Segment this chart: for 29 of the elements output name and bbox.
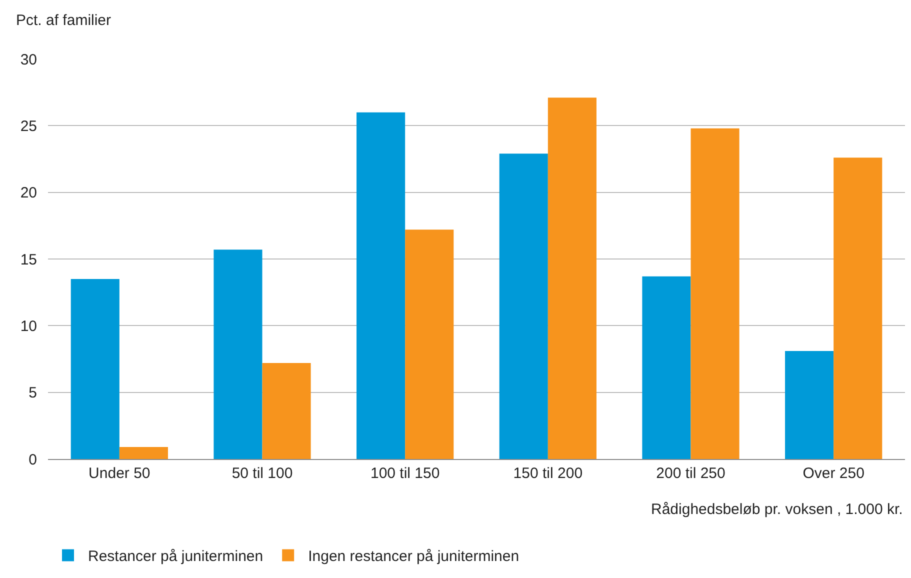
bar — [834, 158, 882, 459]
x-tick-label: 100 til 150 — [370, 465, 440, 482]
x-tick-label: 200 til 250 — [656, 465, 726, 482]
y-tick-label: 25 — [20, 118, 37, 135]
bar — [214, 250, 262, 459]
bar — [70, 279, 120, 459]
x-tick-label: 150 til 200 — [513, 465, 583, 482]
x-tick-label: 50 til 100 — [232, 465, 293, 482]
bar — [119, 447, 168, 459]
x-tick-label: Under 50 — [88, 465, 150, 482]
bar — [642, 276, 691, 459]
y-tick-label: 10 — [20, 318, 37, 335]
legend-label: Ingen restancer på juniterminen — [308, 548, 520, 566]
y-axis-title: Pct. af familier — [16, 12, 112, 29]
x-axis-title: Rådighedsbeløb pr. voksen , 1.000 kr. — [651, 501, 903, 518]
bar — [405, 230, 454, 459]
bar — [262, 363, 311, 459]
y-tick-label: 20 — [20, 184, 37, 202]
bar — [499, 154, 548, 459]
y-tick-label: 30 — [20, 51, 37, 68]
y-tick-label: 5 — [28, 384, 37, 402]
bar — [548, 98, 596, 459]
bar — [690, 128, 740, 459]
y-tick-label: 0 — [28, 451, 37, 468]
bar — [356, 112, 406, 459]
bar — [785, 351, 834, 459]
legend-label: Restancer på juniterminen — [88, 548, 264, 566]
x-tick-label: Over 250 — [802, 465, 864, 482]
y-tick-label: 15 — [20, 251, 37, 268]
